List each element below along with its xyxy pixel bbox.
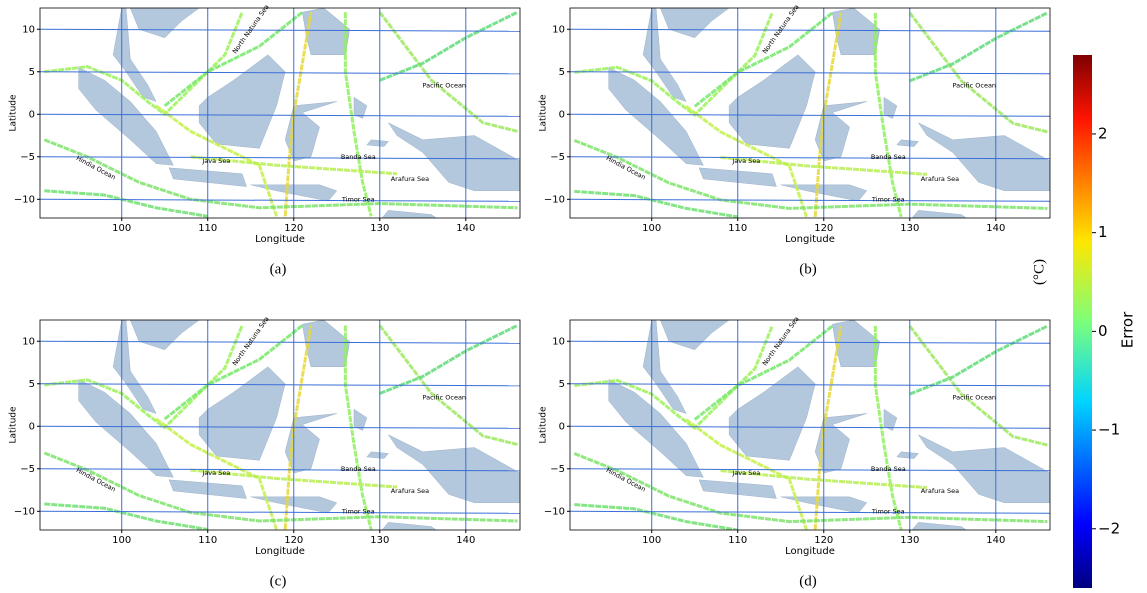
- x-tick-label: 130: [370, 535, 389, 546]
- x-tick-label: 120: [814, 535, 833, 546]
- x-tick-label: 130: [900, 535, 919, 546]
- place-label: Banda Sea: [871, 153, 906, 161]
- map-panel: 100110120130140−10−50510North Natuna Sea…: [9, 315, 521, 589]
- place-label: Pacific Ocean: [423, 81, 467, 89]
- y-tick-label: 5: [29, 379, 35, 390]
- y-tick-label: −10: [14, 506, 35, 517]
- place-label: Arafura Sea: [391, 175, 429, 183]
- map-body: [40, 8, 520, 221]
- x-tick-label: 140: [456, 223, 475, 234]
- colorbar-tick-label: 0: [1098, 322, 1108, 340]
- x-tick-label: 140: [986, 535, 1005, 546]
- x-axis-label: Longitude: [785, 546, 835, 557]
- map-body: [570, 8, 1050, 221]
- x-tick-label: 130: [370, 223, 389, 234]
- place-label: Java Sea: [201, 469, 230, 477]
- place-label: Arafura Sea: [921, 487, 959, 495]
- panel-caption: (c): [270, 573, 287, 589]
- place-label: Banda Sea: [341, 465, 376, 473]
- place-label: Java Sea: [201, 157, 230, 165]
- x-tick-label: 110: [728, 223, 747, 234]
- colorbar-tick-label: 2: [1098, 124, 1108, 142]
- y-tick-label: −5: [20, 464, 35, 475]
- x-tick-label: 100: [112, 535, 131, 546]
- y-tick-label: −5: [20, 152, 35, 163]
- y-tick-label: 5: [559, 67, 565, 78]
- map-body: [40, 320, 520, 533]
- place-label: Timor Sea: [871, 195, 905, 203]
- x-axis-label: Longitude: [255, 234, 305, 245]
- place-label: Pacific Ocean: [953, 393, 997, 401]
- y-tick-label: 10: [22, 24, 35, 35]
- y-axis-label: Latitude: [9, 94, 19, 132]
- y-tick-label: 0: [559, 421, 565, 432]
- y-tick-label: −10: [14, 194, 35, 205]
- map-panel: 100110120130140−10−50510North Natuna Sea…: [9, 3, 521, 277]
- y-tick-label: 5: [29, 67, 35, 78]
- x-tick-label: 140: [456, 535, 475, 546]
- colorbar-label: Error: [1119, 311, 1137, 348]
- place-label: Timor Sea: [341, 195, 375, 203]
- figure: Error (°C) 100110120130140−10−50510North…: [0, 0, 1147, 589]
- place-label: Java Sea: [731, 157, 760, 165]
- y-axis-label: Latitude: [539, 94, 549, 132]
- place-label: Timor Sea: [341, 507, 375, 515]
- place-label: Arafura Sea: [921, 175, 959, 183]
- y-tick-label: 0: [29, 421, 35, 432]
- x-tick-label: 110: [198, 535, 217, 546]
- x-tick-label: 120: [284, 223, 303, 234]
- y-tick-label: −10: [544, 506, 565, 517]
- place-label: Pacific Ocean: [953, 81, 997, 89]
- x-tick-label: 130: [900, 223, 919, 234]
- y-axis-label: Latitude: [539, 406, 549, 444]
- y-tick-label: 10: [22, 336, 35, 347]
- colorbar: [1073, 55, 1092, 588]
- panel-caption: (b): [799, 261, 817, 277]
- x-tick-label: 100: [642, 535, 661, 546]
- x-tick-label: 140: [986, 223, 1005, 234]
- x-tick-label: 110: [198, 223, 217, 234]
- place-label: Banda Sea: [871, 465, 906, 473]
- y-axis-label: Latitude: [9, 406, 19, 444]
- colorbar-tick-label: −2: [1098, 519, 1120, 537]
- place-label: Arafura Sea: [391, 487, 429, 495]
- place-label: Java Sea: [731, 469, 760, 477]
- y-tick-label: 10: [552, 24, 565, 35]
- x-tick-label: 110: [728, 535, 747, 546]
- colorbar-tick-label: −1: [1098, 421, 1120, 439]
- x-axis-label: Longitude: [255, 546, 305, 557]
- x-tick-label: 100: [642, 223, 661, 234]
- y-tick-label: −5: [550, 464, 565, 475]
- place-label: Timor Sea: [871, 507, 905, 515]
- colorbar-tick-label: 1: [1098, 223, 1108, 241]
- x-tick-label: 120: [284, 535, 303, 546]
- y-tick-label: 10: [552, 336, 565, 347]
- x-tick-label: 120: [814, 223, 833, 234]
- y-tick-label: 5: [559, 379, 565, 390]
- y-tick-label: −5: [550, 152, 565, 163]
- place-label: Pacific Ocean: [423, 393, 467, 401]
- y-tick-label: 0: [559, 109, 565, 120]
- y-tick-label: 0: [29, 109, 35, 120]
- x-tick-label: 100: [112, 223, 131, 234]
- map-body: [570, 320, 1050, 533]
- panel-caption: (d): [799, 573, 817, 589]
- place-label: Banda Sea: [341, 153, 376, 161]
- x-axis-label: Longitude: [785, 234, 835, 245]
- panel-caption: (a): [270, 261, 287, 277]
- y-tick-label: −10: [544, 194, 565, 205]
- colorbar-unit: (°C): [1031, 259, 1047, 285]
